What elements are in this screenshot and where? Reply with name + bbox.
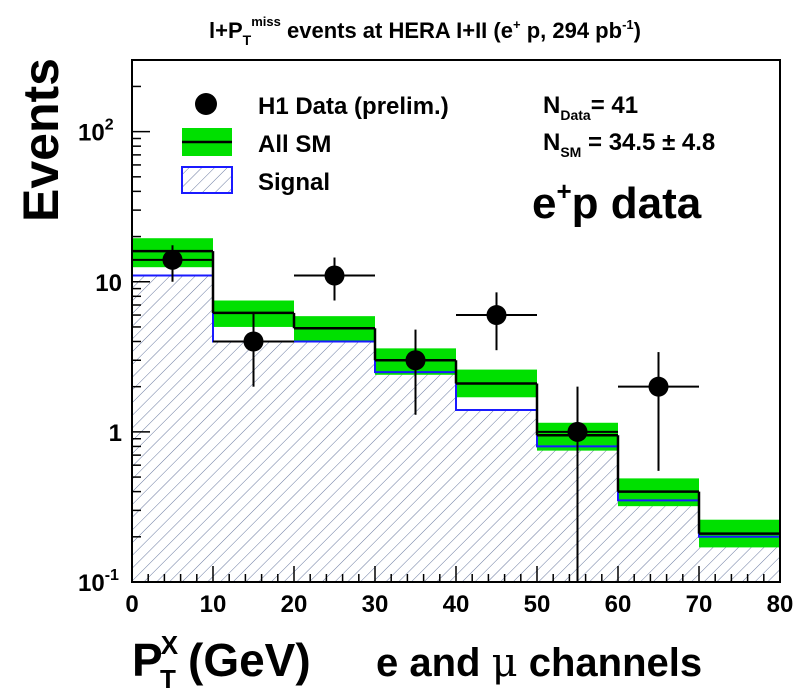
y-axis-label: Events [13, 58, 69, 222]
x-tick-label: 30 [362, 591, 389, 618]
signal-bar [294, 341, 375, 582]
signal-bar [618, 500, 699, 582]
annotation-dataset: e+p data [532, 176, 702, 228]
x-tick-label: 80 [767, 591, 794, 618]
x-axis-label-units: (GeV) [188, 634, 311, 686]
y-tick-label: 102 [78, 117, 114, 147]
data-point [162, 249, 183, 270]
annotation-n-sm: NSM = 34.5 ± 4.8 [543, 129, 715, 160]
y-tick-label: 1 [109, 420, 122, 447]
signal-bar [132, 275, 213, 582]
legend: H1 Data (prelim.) All SM Signal [181, 93, 449, 196]
y-tick-labels: 10-1 1 10 102 [78, 117, 122, 597]
x-axis-channels-label: e and μ channels [376, 640, 702, 686]
legend-label-data: H1 Data (prelim.) [258, 93, 449, 120]
data-points [132, 245, 699, 582]
x-tick-label: 40 [443, 591, 470, 618]
x-tick-label: 20 [281, 591, 308, 618]
x-tick-label: 70 [686, 591, 713, 618]
x-tick-label: 60 [605, 591, 632, 618]
x-tick-label: 10 [200, 591, 227, 618]
y-tick-label: 10-1 [78, 567, 119, 597]
x-axis-label: PX [132, 630, 179, 686]
legend-data-marker [195, 93, 217, 115]
data-point [243, 331, 264, 352]
x-tick-label: 0 [125, 591, 138, 618]
legend-signal-swatch [181, 166, 233, 194]
data-point [324, 265, 345, 286]
legend-label-signal: Signal [258, 169, 330, 196]
axis-ticks [131, 59, 781, 583]
data-point [648, 376, 669, 397]
x-tick-label: 50 [524, 591, 551, 618]
x-axis-label-subscript: T [160, 664, 176, 690]
annotation-n-data: NData= 41 [543, 92, 638, 123]
data-point [405, 350, 426, 371]
legend-label-sm: All SM [258, 131, 331, 158]
y-tick-label: 10 [95, 270, 122, 297]
chart-title: l+PTmiss events at HERA I+II (e+ p, 294 … [209, 14, 641, 48]
signal-bar [456, 409, 537, 582]
data-point [567, 421, 588, 442]
x-tick-labels: 0 10 20 30 40 50 60 70 80 [125, 591, 793, 618]
data-point [486, 305, 507, 326]
